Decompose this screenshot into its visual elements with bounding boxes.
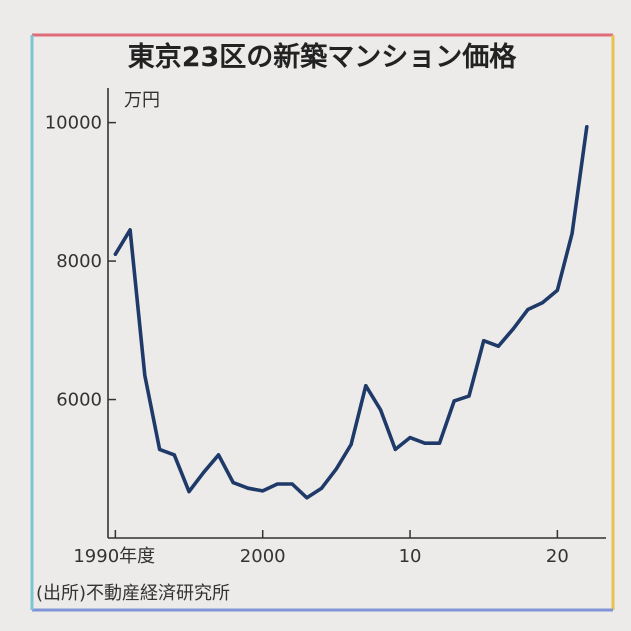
data-point	[467, 394, 471, 398]
y-tick-label: 6000	[56, 390, 102, 411]
data-point	[541, 301, 545, 305]
data-point	[585, 125, 589, 129]
data-point	[482, 339, 486, 343]
data-point	[349, 442, 353, 447]
source-note: (出所)不動産経済研究所	[36, 583, 230, 604]
data-point	[408, 436, 412, 440]
data-point	[172, 453, 176, 457]
chart-title: 東京23区の新築マンション価格	[128, 41, 518, 73]
x-tick-label: 1990年度	[73, 546, 155, 567]
data-point	[113, 252, 117, 256]
x-tick-label: 20	[546, 546, 569, 567]
series-line	[113, 125, 589, 500]
data-point	[143, 373, 147, 377]
data-point	[246, 486, 250, 490]
data-point	[334, 467, 338, 471]
data-point	[305, 496, 309, 500]
ticks-layer: 6000 8000 10000 1990年度 2000 10 20	[45, 113, 569, 567]
x-tick-label: 10	[399, 546, 422, 567]
x-tick-label: 2000	[240, 546, 286, 567]
data-point	[511, 327, 515, 331]
data-point	[187, 490, 191, 494]
data-point	[128, 228, 132, 232]
data-point	[261, 489, 265, 493]
data-point	[364, 384, 368, 388]
data-point	[320, 486, 324, 490]
points-layer	[113, 125, 589, 500]
data-point	[570, 231, 574, 235]
data-point	[452, 399, 456, 403]
data-point	[216, 453, 221, 457]
data-point	[393, 447, 397, 451]
data-point	[202, 470, 206, 474]
data-point	[555, 288, 560, 292]
y-tick-label: 10000	[45, 113, 102, 134]
data-point	[379, 408, 383, 412]
y-tick-label: 8000	[56, 251, 102, 272]
data-point	[496, 344, 500, 348]
data-point	[275, 482, 279, 486]
data-point	[231, 481, 235, 485]
data-point	[423, 441, 427, 445]
y-unit-label: 万円	[124, 90, 160, 111]
data-point	[526, 307, 530, 312]
data-point	[158, 447, 162, 451]
data-point	[437, 441, 442, 445]
data-point	[290, 482, 294, 486]
